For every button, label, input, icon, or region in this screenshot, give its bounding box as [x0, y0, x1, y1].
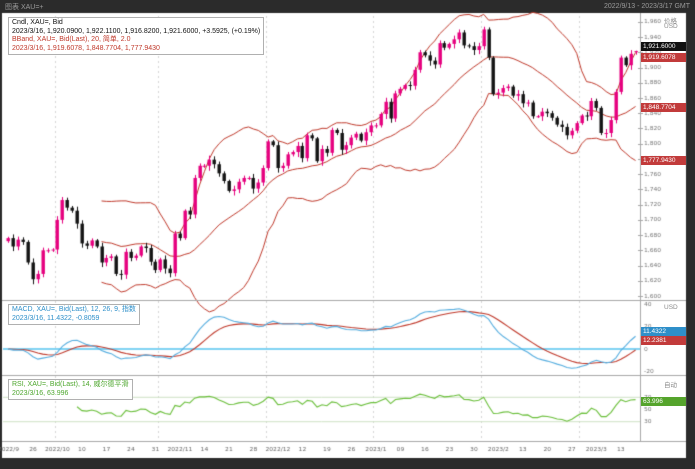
rsi-legend-values: 2023/3/16, 63.996 [12, 389, 69, 397]
macd-axis-unit: USD [664, 304, 678, 311]
bband-legend-values: 2023/3/16, 1,919.6078, 1,848.7704, 1,777… [12, 44, 160, 52]
price-legend: Cndl, XAU=, Bid 2023/3/16, 1,920.0900, 1… [8, 17, 265, 55]
macd-signal-badge: 12.2381 [641, 336, 686, 345]
bb-mid-badge: 1,848.7704 [641, 103, 686, 112]
bband-legend-title: BBand, XAU=, Bid(Last), 20, 简单, 2.0 [12, 36, 131, 43]
macd-legend-title: MACD, XAU=, Bid(Last), 12, 26, 9, 指数 [12, 306, 136, 313]
price-badge: 1,921.6000 [641, 42, 686, 51]
bb-upper-badge: 1,919.6078 [641, 53, 686, 62]
macd-legend: MACD, XAU=, Bid(Last), 12, 26, 9, 指数 202… [8, 304, 140, 325]
bb-lower-badge: 1,777.9430 [641, 156, 686, 165]
price-axis-title: 价格 [664, 18, 677, 25]
rsi-badge: 63.996 [641, 397, 686, 406]
candle-legend-title: Cndl, XAU=, Bid [12, 19, 63, 26]
macd-badge: 11.4322 [641, 327, 686, 336]
rsi-legend-title: RSI, XAU=, Bid(Last), 14, 威尔德平滑 [12, 381, 129, 388]
rsi-axis-unit: 自动 [664, 382, 677, 389]
candle-legend-values: 2023/3/16, 1,920.0900, 1,922.1100, 1,916… [12, 27, 261, 35]
macd-legend-values: 2023/3/16, 11.4322, -0.8059 [12, 314, 100, 322]
price-axis-unit: USD [664, 23, 678, 30]
rsi-legend: RSI, XAU=, Bid(Last), 14, 威尔德平滑 2023/3/1… [8, 379, 133, 400]
